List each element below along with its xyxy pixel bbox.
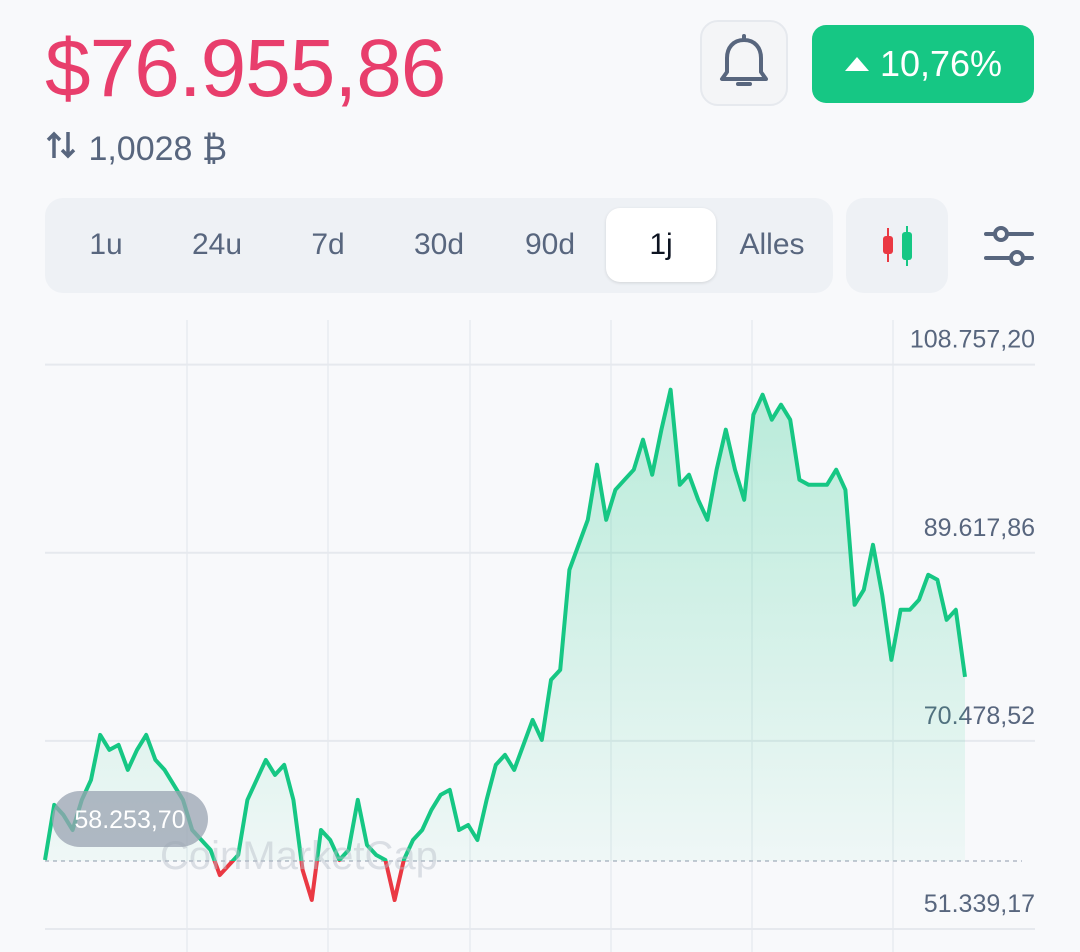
bell-icon [720,34,768,86]
timeframe-tab[interactable]: 1j [606,208,716,282]
change-text: 10,76% [879,43,1003,84]
swap-icon [46,131,76,159]
timeframe-tab[interactable]: 1u [89,228,123,261]
y-tick-label: 89.617,86 [924,514,1035,542]
y-tick-label: 108.757,20 [910,326,1035,354]
timeframe-tab[interactable]: 90d [524,228,576,261]
candle-icon [883,226,912,266]
up-triangle [844,57,869,71]
change-badge: 10,76% [812,25,1034,103]
timeframe-tab[interactable]: 7d [311,228,345,261]
candle-toggle[interactable] [846,198,948,293]
watermark: CoinMarketCap [160,834,438,878]
y-tick-label: 51.339,17 [924,890,1035,918]
area [45,389,965,862]
baseline-label: 58.253,70 [74,806,185,834]
timeframe-tab[interactable]: 30d [413,228,465,261]
btc-text: 1,0028 ₿ [88,130,228,168]
timeframe-tab[interactable]: 24u [191,228,243,261]
timeframe-tabs: 1u 24u 7d 30d 90d 1j Alles [45,198,833,293]
settings-icon[interactable] [980,216,1040,276]
btc-amount: 1,0028 ₿ [45,130,227,169]
price: $76.955,86 [45,23,446,114]
baseline-pill [52,791,208,848]
alert-button[interactable] [700,20,788,106]
timeframe-tab[interactable]: Alles [739,228,805,261]
